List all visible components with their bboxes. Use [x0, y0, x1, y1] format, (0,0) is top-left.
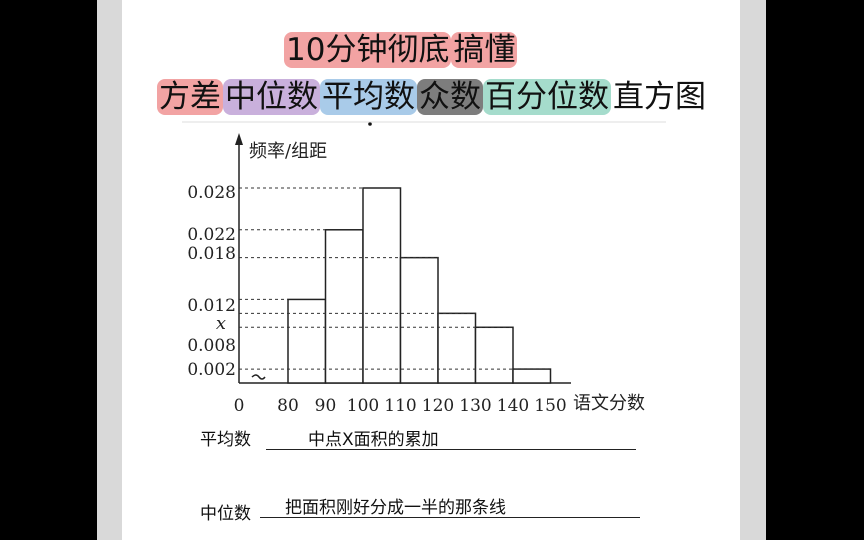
title-line2-segment: 平均数	[320, 79, 417, 115]
x-tick-label: 90	[315, 396, 337, 416]
median-label: 中位数	[200, 504, 251, 524]
histogram-bar	[399, 256, 439, 384]
y-tick-label: x	[216, 313, 226, 334]
histogram-bar	[474, 326, 514, 384]
x-tick-label: 0	[234, 396, 245, 416]
axis-break-mark	[251, 374, 266, 380]
y-tick-label: 0.028	[187, 183, 236, 203]
mean-label: 平均数	[200, 430, 251, 450]
x-tick-label: 140	[497, 396, 529, 416]
right-margin-panel	[740, 0, 766, 540]
y-axis-label: 频率/组距	[249, 141, 327, 162]
x-tick-label: 110	[384, 396, 416, 416]
mean-note: 中点X面积的累加	[308, 430, 439, 450]
y-tick-label: 0.008	[187, 336, 236, 356]
title-line-2: 方差 中位数 平均数 众数 百分位数 直方图	[0, 71, 864, 116]
left-margin-panel	[97, 0, 122, 540]
x-tick-label: 150	[534, 396, 566, 416]
median-note: 把面积刚好分成一半的那条线	[285, 498, 506, 518]
y-axis-arrowhead	[235, 133, 243, 145]
title-line1-segment: 搞懂	[451, 32, 518, 68]
y-tick-label: 0.002	[187, 360, 236, 380]
title-line1-segment: 10分钟彻底	[284, 32, 452, 68]
median-underline	[260, 517, 640, 518]
x-tick-label: 100	[347, 396, 379, 416]
x-tick-label: 130	[459, 396, 491, 416]
histogram-bar	[437, 312, 477, 384]
top-dot	[368, 122, 372, 126]
y-tick-label: 0.018	[187, 244, 236, 264]
title-line2-segment: 百分位数	[483, 79, 611, 115]
x-axis-label: 语文分数	[573, 393, 645, 414]
title-line-1: 10分钟彻底 搞懂	[0, 24, 864, 69]
title-line2-segment: 方差	[157, 79, 223, 115]
y-tick-label: 0.012	[187, 296, 236, 316]
title-line2-segment: 中位数	[223, 79, 320, 115]
y-tick-label: 0.022	[187, 225, 236, 245]
mean-underline	[266, 449, 636, 450]
x-tick-label: 120	[422, 396, 454, 416]
x-tick-label: 80	[277, 396, 299, 416]
histogram-bar	[362, 187, 402, 384]
histogram-bar	[324, 229, 364, 384]
histogram-bar	[287, 298, 327, 384]
title-line2-segment: 直方图	[613, 79, 706, 115]
title-line2-segment: 众数	[417, 79, 483, 115]
histogram-bar	[512, 368, 552, 384]
